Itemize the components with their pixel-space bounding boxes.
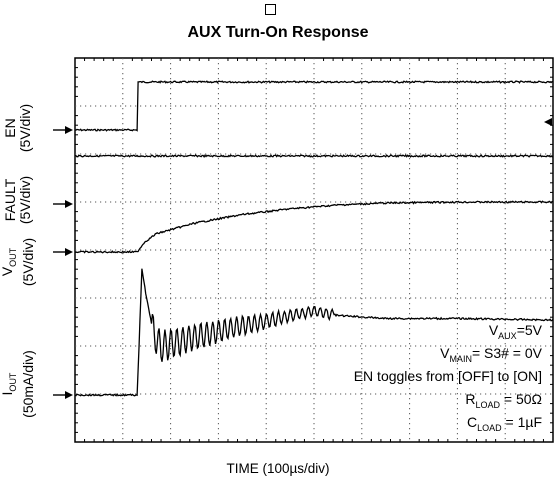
plot-frame: [74, 57, 554, 443]
trace-iout: [74, 268, 554, 397]
annotation-cload: CLOAD = 1µF: [467, 414, 542, 433]
title-square-icon: [265, 4, 276, 15]
ylabel-iout: IOUT (50mA/div): [0, 350, 36, 418]
ylabel-fault: FAULT (5V/div): [2, 175, 33, 225]
annotation-en-toggle: EN toggles from [OFF] to [ON]: [353, 368, 542, 384]
x-axis-label: TIME (100µs/div): [226, 461, 330, 476]
trace-vout: [74, 200, 554, 254]
annotation-rload: RLOAD = 50Ω: [465, 391, 542, 410]
iout-arrow-icon: [65, 391, 73, 399]
ylabel-vout: VOUT (5V/div): [0, 237, 36, 287]
trace-fault: [74, 154, 554, 158]
chart-title: AUX Turn-On Response: [187, 24, 369, 41]
annotation-vaux: VAUX=5V: [488, 322, 542, 341]
vout-arrow-icon: [65, 248, 73, 256]
trigger-marker-icon: [544, 118, 552, 126]
ylabel-en: EN (5V/div): [2, 103, 33, 153]
annotation-vmain: VMAIN= S3# = 0V: [440, 345, 542, 364]
en-arrow-icon: [65, 126, 73, 134]
trace-en: [74, 80, 554, 132]
fault-arrow-icon: [65, 200, 73, 208]
